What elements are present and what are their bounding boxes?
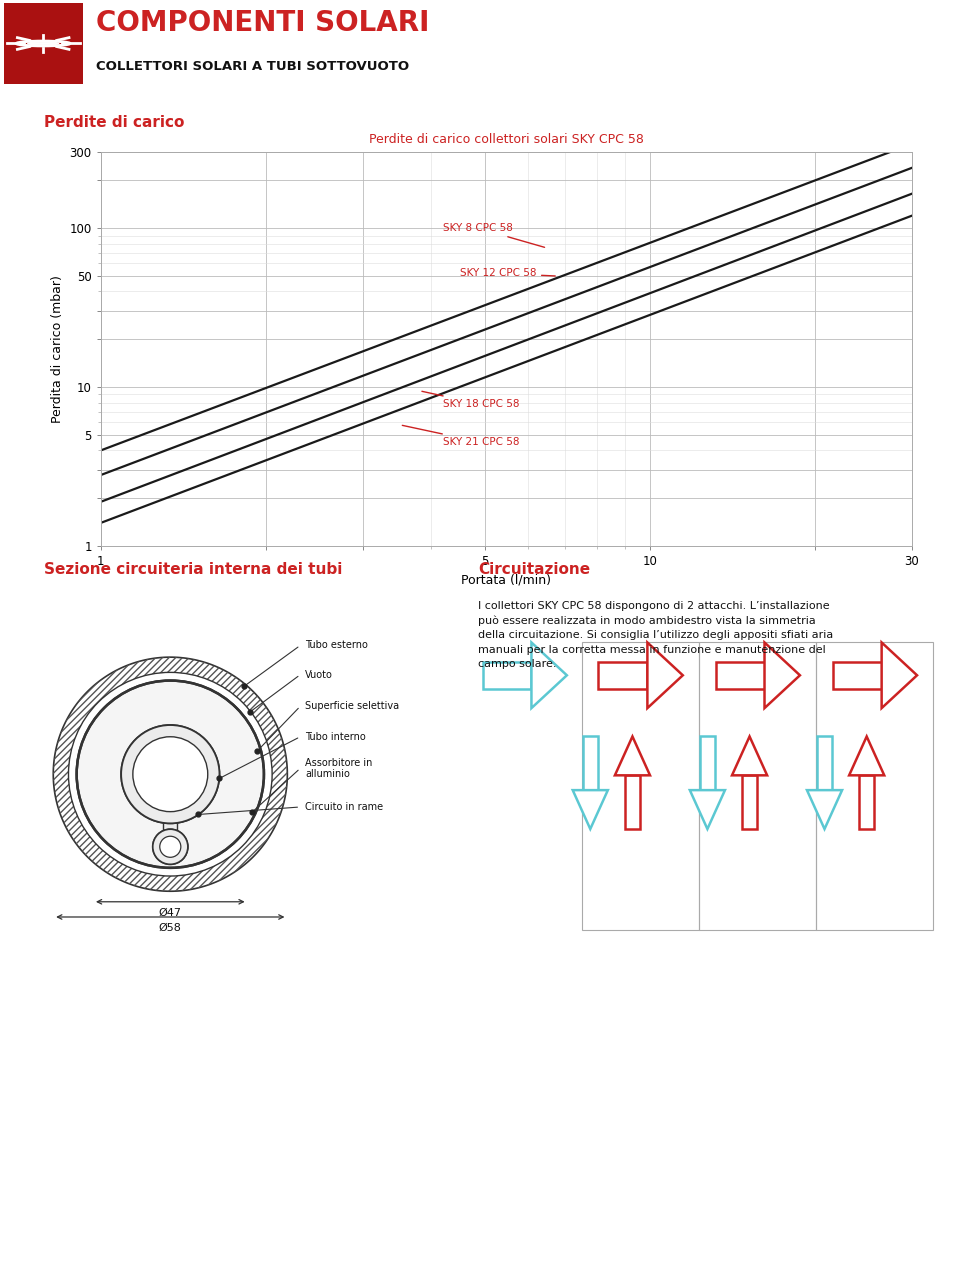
Text: SKY 18 CPC 58: SKY 18 CPC 58 <box>421 391 519 409</box>
Text: Vuoto: Vuoto <box>305 669 333 679</box>
Text: Tubo interno: Tubo interno <box>305 732 366 742</box>
Polygon shape <box>881 643 917 709</box>
Bar <box>742 775 756 829</box>
Text: COMPONENTI SOLARI: COMPONENTI SOLARI <box>96 9 429 38</box>
Text: Tubo esterno: Tubo esterno <box>305 640 368 650</box>
Circle shape <box>153 829 188 865</box>
Polygon shape <box>647 643 683 709</box>
Bar <box>832 662 881 690</box>
Text: Perdite di carico: Perdite di carico <box>44 116 184 130</box>
Polygon shape <box>690 790 725 829</box>
Y-axis label: Perdita di carico (mbar): Perdita di carico (mbar) <box>51 276 64 423</box>
Polygon shape <box>850 737 884 775</box>
Bar <box>625 775 639 829</box>
Circle shape <box>68 672 272 876</box>
Text: Assorbitore in
alluminio: Assorbitore in alluminio <box>305 757 372 780</box>
Title: Perdite di carico collettori solari SKY CPC 58: Perdite di carico collettori solari SKY … <box>369 132 644 146</box>
Text: Circuito in rame: Circuito in rame <box>305 801 383 812</box>
Bar <box>598 662 647 690</box>
Polygon shape <box>807 790 842 829</box>
Circle shape <box>159 836 180 857</box>
Text: SKY 21 CPC 58: SKY 21 CPC 58 <box>402 425 519 447</box>
Bar <box>859 775 874 829</box>
Circle shape <box>159 836 180 857</box>
Circle shape <box>132 737 207 812</box>
Polygon shape <box>732 737 767 775</box>
Bar <box>816 643 933 931</box>
Polygon shape <box>53 657 287 892</box>
Circle shape <box>153 829 188 865</box>
Text: 18: 18 <box>36 1247 58 1262</box>
Polygon shape <box>614 737 650 775</box>
Text: Sezione circuiteria interna dei tubi: Sezione circuiteria interna dei tubi <box>44 563 343 577</box>
Bar <box>715 662 764 690</box>
Polygon shape <box>573 790 608 829</box>
Text: SKY 12 CPC 58: SKY 12 CPC 58 <box>460 268 555 278</box>
Polygon shape <box>532 643 566 709</box>
Circle shape <box>121 725 220 823</box>
Text: Ø58: Ø58 <box>158 923 181 933</box>
Text: Superficie selettiva: Superficie selettiva <box>305 701 399 711</box>
Bar <box>583 737 598 790</box>
Text: I collettori SKY CPC 58 dispongono di 2 attacchi. L’installazione
può essere rea: I collettori SKY CPC 58 dispongono di 2 … <box>478 601 833 669</box>
Circle shape <box>132 737 207 812</box>
Bar <box>817 737 832 790</box>
X-axis label: Portata (l/min): Portata (l/min) <box>462 574 551 587</box>
Text: Circuitazione: Circuitazione <box>478 563 590 577</box>
Bar <box>483 662 532 690</box>
Text: Ø47: Ø47 <box>158 908 181 918</box>
Circle shape <box>121 725 220 823</box>
Bar <box>700 737 715 790</box>
Bar <box>699 643 816 931</box>
Circle shape <box>77 681 264 867</box>
Circle shape <box>28 42 59 44</box>
Text: SKY 8 CPC 58: SKY 8 CPC 58 <box>444 224 544 248</box>
Bar <box>582 643 699 931</box>
FancyBboxPatch shape <box>4 4 83 84</box>
Polygon shape <box>764 643 800 709</box>
Text: COLLETTORI SOLARI A TUBI SOTTOVUOTO: COLLETTORI SOLARI A TUBI SOTTOVUOTO <box>96 60 409 72</box>
